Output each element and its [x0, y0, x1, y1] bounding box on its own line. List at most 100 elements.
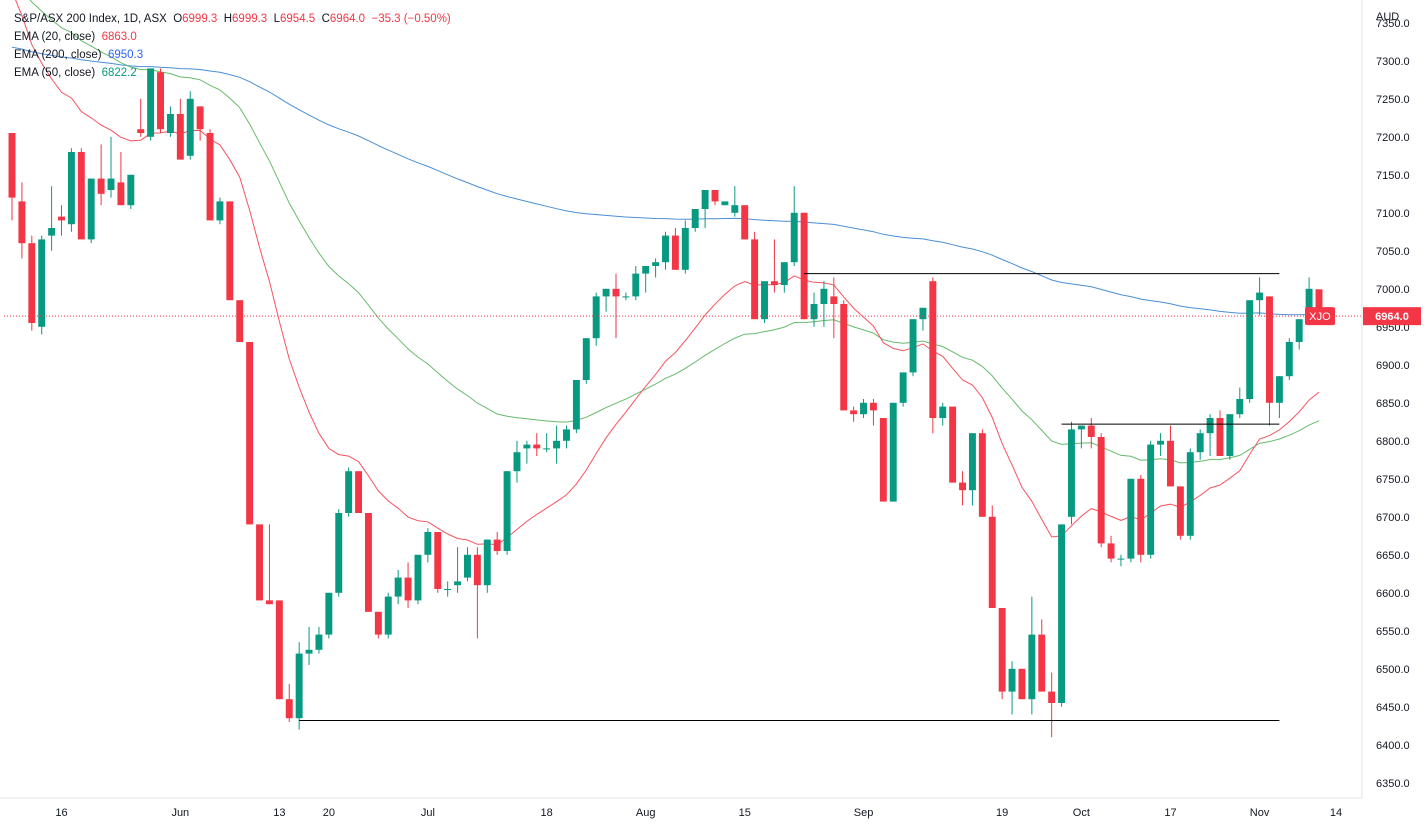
y-tick-label: 6800.0	[1376, 436, 1410, 448]
ema50-row[interactable]: EMA (50, close) 6822.2	[14, 67, 137, 79]
candle	[414, 554, 422, 605]
candle-body	[1305, 288, 1313, 320]
candle-body	[572, 380, 580, 430]
candle	[325, 592, 333, 639]
candle-body	[662, 235, 669, 263]
candle	[533, 433, 541, 456]
candle-body	[384, 596, 392, 635]
candle-body	[1117, 558, 1125, 560]
candle-body	[919, 307, 927, 320]
candle-body	[998, 608, 1006, 692]
candle	[434, 532, 442, 593]
candle	[572, 380, 580, 434]
candle-body	[959, 482, 967, 491]
price-badge-bg	[1363, 307, 1421, 326]
candle	[216, 197, 224, 225]
candle	[38, 235, 46, 335]
candle-body	[137, 129, 145, 133]
candle-body	[1077, 425, 1085, 430]
candle	[1087, 418, 1095, 449]
x-tick-label: 13	[273, 807, 285, 819]
candle-body	[879, 418, 887, 502]
candle	[137, 98, 145, 137]
candle	[543, 433, 551, 453]
candle	[662, 231, 669, 270]
candle	[394, 570, 402, 605]
candle-body	[731, 205, 739, 213]
candle-body	[988, 516, 996, 608]
open-value: 6999.3	[182, 13, 218, 25]
x-tick-label: 16	[55, 807, 67, 819]
candlesticks	[8, 68, 1323, 738]
candle	[939, 402, 947, 426]
candle	[1147, 440, 1155, 559]
candle	[483, 539, 491, 593]
candle	[780, 262, 788, 293]
candle-body	[77, 152, 85, 240]
candle	[1018, 668, 1026, 700]
candle	[454, 547, 462, 593]
candle	[741, 205, 749, 240]
candle-body	[1285, 342, 1293, 377]
x-tick-label: 17	[1164, 807, 1176, 819]
candle-body	[176, 114, 184, 160]
candle-body	[652, 262, 660, 266]
candle-body	[48, 228, 56, 236]
y-tick-label: 6400.0	[1376, 740, 1410, 752]
candle	[968, 433, 976, 506]
ema200-row[interactable]: EMA (200, close) 6950.3	[14, 49, 144, 61]
candle-body	[860, 402, 867, 415]
candle-body	[147, 68, 155, 137]
candle-body	[246, 342, 254, 525]
time-axis[interactable]: 16 Jun 13 20 Jul 18 Aug 15 Sep 19 Oct 17 Nov 14	[0, 797, 1362, 819]
candle-body	[563, 429, 570, 441]
candle-body	[1127, 478, 1135, 559]
candle	[186, 91, 194, 160]
symbol-title: S&P/ASX 200 Index, 1D, ASX	[14, 13, 167, 25]
candle-body	[345, 471, 353, 513]
candle	[236, 300, 244, 342]
candle-body	[553, 440, 561, 449]
candle-body	[414, 554, 422, 601]
candle	[523, 440, 531, 464]
candle	[8, 133, 16, 221]
price-axis[interactable]: AUD 6350.0 6400.0 6450.0 6500.0 6550.0 6600.0 6…	[1361, 0, 1410, 798]
candle	[1157, 433, 1165, 456]
candle	[1226, 414, 1234, 460]
y-tick-label: 7050.0	[1376, 246, 1410, 258]
candle	[1266, 296, 1273, 426]
ema20-row[interactable]: EMA (20, close) 6863.0	[14, 31, 137, 43]
candle	[315, 627, 323, 654]
candle-body	[285, 699, 293, 719]
candle-body	[671, 235, 679, 270]
candle	[147, 68, 155, 141]
candle-body	[1246, 300, 1254, 399]
candle-body	[830, 296, 838, 304]
y-tick-label: 6700.0	[1376, 512, 1410, 524]
candle	[751, 231, 759, 320]
x-tick-label: Aug	[636, 807, 656, 819]
y-tick-label: 7000.0	[1376, 284, 1410, 296]
x-tick-label: Nov	[1250, 807, 1270, 819]
candle-body	[1048, 691, 1056, 703]
candle	[77, 148, 85, 240]
y-tick-label: 6900.0	[1376, 360, 1410, 372]
candle-body	[226, 201, 234, 301]
candle	[1206, 414, 1214, 456]
candle-body	[67, 152, 75, 225]
last-price-badge: XJO 6964.0	[1305, 307, 1421, 326]
candle-body	[473, 554, 481, 586]
candle-body	[503, 471, 511, 551]
candle-body	[305, 649, 313, 654]
candle-body	[157, 72, 164, 130]
candle-body	[325, 592, 333, 635]
candle-body	[216, 201, 224, 221]
ticker-badge-text: XJO	[1309, 311, 1331, 323]
candle-body	[701, 190, 709, 209]
candle-body	[899, 372, 907, 403]
candle	[246, 342, 254, 525]
candle	[761, 281, 768, 323]
candle-body	[107, 178, 115, 190]
candle	[790, 186, 798, 266]
